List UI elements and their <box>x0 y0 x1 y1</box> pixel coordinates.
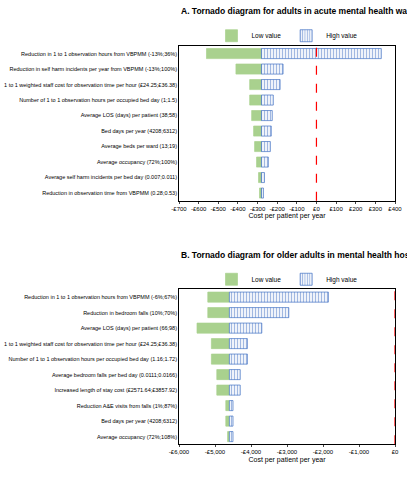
svg-text:Low value: Low value <box>252 32 282 39</box>
svg-text:Low value: Low value <box>252 276 282 283</box>
svg-text:Increased length of stay cost: Increased length of stay cost (£2571.64;… <box>54 387 177 393</box>
svg-text:Reduction in bedroom falls (10: Reduction in bedroom falls (10%;70%) <box>83 310 177 316</box>
svg-text:Average occupancy (72%;100%): Average occupancy (72%;100%) <box>97 159 177 165</box>
svg-text:A. Tornado diagram for adults: A. Tornado diagram for adults in acute m… <box>181 6 407 16</box>
svg-text:-£1,000: -£1,000 <box>349 449 370 455</box>
svg-text:1 to 1 weighted staff cost for: 1 to 1 weighted staff cost for observati… <box>4 81 177 87</box>
svg-text:Reduction A&E visits from fall: Reduction A&E visits from falls (1%;87%) <box>77 403 177 409</box>
svg-text:Cost per patient per year: Cost per patient per year <box>248 456 326 464</box>
svg-text:-£700: -£700 <box>171 206 187 212</box>
svg-text:£400: £400 <box>388 206 402 212</box>
svg-text:-£6,000: -£6,000 <box>169 449 190 455</box>
svg-text:Number of 1 to 1 observation h: Number of 1 to 1 observation hours per o… <box>9 356 178 362</box>
svg-text:Average self harm incidents pe: Average self harm incidents per bed day … <box>45 174 177 180</box>
svg-text:Average LOS (days) per patient: Average LOS (days) per patient (66;98) <box>81 325 177 331</box>
svg-text:Average occupancy (72%;108%): Average occupancy (72%;108%) <box>97 434 177 440</box>
svg-text:£0: £0 <box>392 449 399 455</box>
svg-text:Bed days per year (4208;6312): Bed days per year (4208;6312) <box>101 128 177 134</box>
svg-text:-£2,000: -£2,000 <box>313 449 334 455</box>
svg-text:-£100: -£100 <box>289 206 305 212</box>
svg-text:-£400: -£400 <box>230 206 246 212</box>
svg-text:-£200: -£200 <box>270 206 286 212</box>
svg-text:Reduction in self harm inciden: Reduction in self harm incidents per yea… <box>9 66 177 72</box>
svg-text:£200: £200 <box>349 206 363 212</box>
svg-text:Average LOS (days) per patient: Average LOS (days) per patient (38;58) <box>81 112 177 118</box>
svg-text:Bed days per year (4208;6312): Bed days per year (4208;6312) <box>101 418 177 424</box>
svg-text:Reduction in 1 to 1 observatio: Reduction in 1 to 1 observation hours fr… <box>21 50 177 56</box>
svg-text:Reduction in 1 to 1 observatio: Reduction in 1 to 1 observation hours fr… <box>24 294 177 300</box>
svg-text:High value: High value <box>326 32 357 40</box>
svg-text:High value: High value <box>326 276 357 284</box>
svg-text:-£500: -£500 <box>211 206 227 212</box>
svg-text:Average bedroom falls per bed: Average bedroom falls per bed day (0.011… <box>52 372 177 378</box>
svg-text:£300: £300 <box>369 206 383 212</box>
svg-text:-£4,000: -£4,000 <box>241 449 262 455</box>
svg-text:Cost per patient per year: Cost per patient per year <box>248 212 326 220</box>
svg-text:Number of 1 to 1 observation h: Number of 1 to 1 observation hours per o… <box>19 97 177 103</box>
svg-text:-£600: -£600 <box>191 206 207 212</box>
svg-text:£100: £100 <box>329 206 343 212</box>
svg-text:-£5,000: -£5,000 <box>205 449 226 455</box>
svg-text:-£3,000: -£3,000 <box>277 449 298 455</box>
svg-text:Reduction in observation time: Reduction in observation time from VBPMM… <box>42 190 177 196</box>
svg-text:£0: £0 <box>313 206 320 212</box>
svg-text:Average beds per ward (13;19): Average beds per ward (13;19) <box>101 143 177 149</box>
svg-text:1 to 1 weighted staff cost for: 1 to 1 weighted staff cost for observati… <box>4 341 177 347</box>
svg-text:B. Tornado diagram for older a: B. Tornado diagram for older adults in m… <box>181 250 407 260</box>
svg-text:-£300: -£300 <box>250 206 266 212</box>
